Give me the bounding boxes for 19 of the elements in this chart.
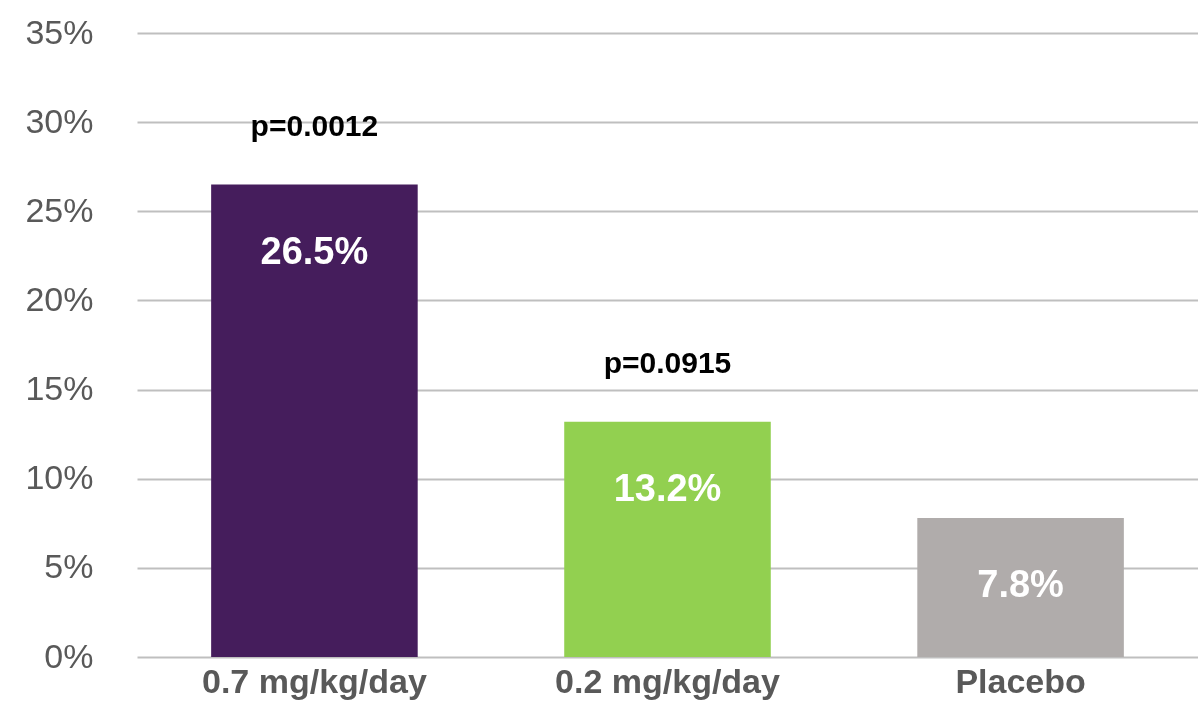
y-tick-label: 0% — [44, 636, 94, 675]
y-tick-label: 25% — [25, 190, 94, 229]
bar — [564, 421, 771, 657]
bar — [211, 184, 418, 657]
data-label: 13.2% — [613, 466, 722, 509]
y-tick-label: 5% — [44, 547, 94, 586]
annotation: p=0.0012 — [250, 108, 379, 142]
data-label: 26.5% — [260, 229, 369, 272]
y-tick-label: 30% — [25, 101, 94, 140]
data-label: 7.8% — [977, 562, 1064, 605]
y-tick-label: 35% — [25, 12, 94, 51]
x-tick-label: Placebo — [955, 661, 1086, 700]
bar — [917, 517, 1124, 657]
y-tick-label: 20% — [25, 279, 94, 318]
x-tick-label: 0.7 mg/kg/day — [201, 661, 427, 700]
y-tick-label: 15% — [25, 369, 94, 408]
y-tick-label: 10% — [25, 458, 94, 497]
annotation: p=0.0915 — [603, 345, 732, 379]
x-tick-label: 0.2 mg/kg/day — [555, 661, 781, 700]
